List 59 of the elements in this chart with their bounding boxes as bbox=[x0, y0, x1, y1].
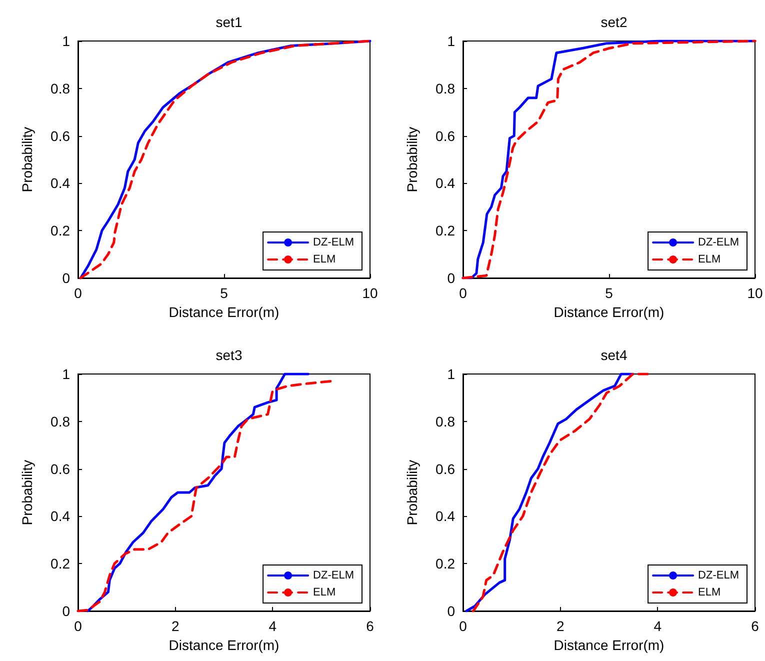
x-tick-label: 10 bbox=[362, 285, 378, 301]
x-tick-label: 2 bbox=[556, 618, 564, 634]
y-tick-label: 1 bbox=[62, 33, 70, 49]
y-tick-label: 0.2 bbox=[50, 556, 70, 572]
legend-label: DZ-ELM bbox=[313, 570, 354, 582]
y-tick-label: 0.4 bbox=[50, 508, 70, 524]
y-tick-label: 0 bbox=[62, 270, 70, 286]
y-tick-label: 0.4 bbox=[436, 508, 456, 524]
x-tick-label: 0 bbox=[74, 285, 82, 301]
y-tick-label: 0.6 bbox=[436, 128, 456, 144]
x-axis-title: Distance Error(m) bbox=[554, 304, 664, 320]
y-tick-label: 0.4 bbox=[436, 175, 456, 192]
line-series bbox=[86, 372, 310, 612]
x-tick-label: 4 bbox=[654, 618, 662, 634]
y-axis-title: Probability bbox=[19, 126, 35, 192]
x-tick-label: 0 bbox=[459, 285, 468, 301]
y-tick-label: 0 bbox=[447, 270, 456, 286]
x-tick-label: 0 bbox=[74, 618, 82, 634]
y-tick-label: 0.2 bbox=[436, 222, 456, 239]
x-axis-title: Distance Error(m) bbox=[168, 636, 280, 653]
legend-label: DZ-ELM bbox=[313, 236, 354, 248]
x-tick-label: 6 bbox=[366, 618, 374, 634]
legend-label: ELM bbox=[313, 586, 336, 598]
x-tick-label: 10 bbox=[747, 285, 763, 301]
legend-label: ELM bbox=[698, 254, 721, 266]
y-tick-label: 0 bbox=[62, 603, 70, 619]
y-tick-label: 0.2 bbox=[50, 222, 70, 239]
y-tick-label: 0.4 bbox=[50, 175, 70, 192]
y-axis-title: Probability bbox=[404, 460, 420, 526]
x-axis-title: Distance Error(m) bbox=[554, 636, 664, 653]
y-tick-label: 0 bbox=[447, 603, 456, 619]
y-tick-label: 0.8 bbox=[50, 80, 70, 96]
y-tick-label: 1 bbox=[447, 33, 456, 49]
x-tick-label: 4 bbox=[268, 618, 277, 634]
y-tick-label: 0.8 bbox=[436, 80, 456, 96]
y-tick-label: 0.2 bbox=[436, 556, 456, 572]
x-tick-label: 6 bbox=[751, 618, 760, 634]
x-tick-label: 0 bbox=[459, 618, 468, 634]
x-axis-title: Distance Error(m) bbox=[168, 304, 280, 320]
y-axis-title: Probability bbox=[404, 126, 420, 192]
chart-title: set1 bbox=[216, 14, 242, 30]
y-tick-label: 0.8 bbox=[50, 413, 70, 430]
y-tick-label: 0.6 bbox=[436, 460, 456, 477]
y-tick-label: 0.6 bbox=[50, 128, 70, 144]
x-tick-label: 5 bbox=[220, 285, 228, 301]
x-tick-label: 2 bbox=[171, 618, 180, 634]
x-tick-label: 5 bbox=[605, 285, 614, 301]
y-tick-label: 0.6 bbox=[50, 460, 70, 477]
legend-label: DZ-ELM bbox=[698, 570, 740, 582]
legend-label: DZ-ELM bbox=[698, 236, 740, 248]
y-tick-label: 1 bbox=[447, 366, 456, 382]
chart-title: set2 bbox=[600, 14, 628, 30]
y-tick-label: 0.8 bbox=[436, 413, 456, 430]
legend-label: ELM bbox=[313, 254, 336, 266]
y-axis-title: Probability bbox=[19, 460, 35, 526]
y-tick-label: 1 bbox=[62, 366, 70, 382]
chart-title: set4 bbox=[600, 347, 628, 363]
chart-title: set3 bbox=[216, 347, 242, 363]
legend-label: ELM bbox=[698, 586, 721, 598]
